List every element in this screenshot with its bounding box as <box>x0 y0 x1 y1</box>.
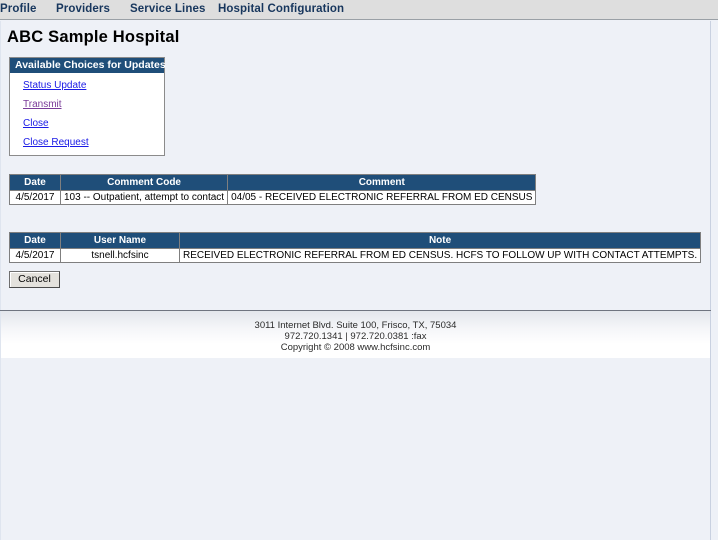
choice-link-transmit[interactable]: Transmit <box>23 99 62 110</box>
note-table: Date User Name Note 4/5/2017 tsnell.hcfs… <box>9 232 702 263</box>
page-background-below-footer <box>1 358 710 539</box>
choice-link-close[interactable]: Close <box>23 118 49 129</box>
available-choices-list: Status Update Transmit Close Close Reque… <box>10 73 164 148</box>
table-row[interactable]: 4/5/2017 103 -- Outpatient, attempt to c… <box>9 190 537 205</box>
comment-table-head: Date Comment Code Comment <box>9 174 537 191</box>
note-table-header-row: Date User Name Note <box>9 232 702 249</box>
footer-copyright: Copyright © 2008 www.hcfsinc.com <box>280 342 431 353</box>
choice-link-status-update[interactable]: Status Update <box>23 80 87 91</box>
comment-table: Date Comment Code Comment 4/5/2017 103 -… <box>9 174 537 205</box>
nav-item-service-lines[interactable]: Service Lines <box>130 3 206 15</box>
comment-table-header-code: Comment Code <box>59 174 229 191</box>
note-table-header-date: Date <box>9 232 61 249</box>
table-row[interactable]: 4/5/2017 tsnell.hcfsinc RECEIVED ELECTRO… <box>9 248 702 263</box>
comment-table-header-date: Date <box>9 174 61 191</box>
comment-table-body: 4/5/2017 103 -- Outpatient, attempt to c… <box>9 190 537 205</box>
main-navigation-items: Profile Providers Service Lines Hospital… <box>0 0 718 19</box>
main-navigation-bar: Profile Providers Service Lines Hospital… <box>0 0 718 20</box>
available-choices-header: Available Choices for Updates <box>10 58 166 73</box>
comment-table-header-comment: Comment <box>227 174 537 191</box>
note-cell-note: RECEIVED ELECTRONIC REFERRAL FROM ED CEN… <box>178 248 702 263</box>
content-right-rule <box>710 21 711 540</box>
nav-item-profile[interactable]: Profile <box>0 3 37 15</box>
note-table-header-note: Note <box>178 232 702 249</box>
page-title: ABC Sample Hospital <box>7 28 180 46</box>
comment-cell-comment: 04/05 - RECEIVED ELECTRONIC REFERRAL FRO… <box>227 190 537 205</box>
content-left-rule <box>0 21 1 540</box>
footer-phone: 972.720.1341 | 972.720.0381 :fax <box>284 331 427 342</box>
note-table-head: Date User Name Note <box>9 232 702 249</box>
note-table-body: 4/5/2017 tsnell.hcfsinc RECEIVED ELECTRO… <box>9 248 702 263</box>
note-cell-date: 4/5/2017 <box>9 248 61 263</box>
cancel-button[interactable]: Cancel <box>9 271 60 288</box>
available-choices-panel: Available Choices for Updates Status Upd… <box>9 57 166 156</box>
page-footer: 3011 Internet Blvd. Suite 100, Frisco, T… <box>1 311 710 358</box>
comment-table-header-row: Date Comment Code Comment <box>9 174 537 191</box>
footer-address: 3011 Internet Blvd. Suite 100, Frisco, T… <box>254 320 457 331</box>
nav-item-providers[interactable]: Providers <box>56 3 110 15</box>
choice-link-close-request[interactable]: Close Request <box>23 137 89 148</box>
nav-item-hospital-configuration[interactable]: Hospital Configuration <box>218 3 345 15</box>
note-cell-user: tsnell.hcfsinc <box>60 248 180 263</box>
comment-cell-code: 103 -- Outpatient, attempt to contact <box>59 190 229 205</box>
note-table-header-user-name: User Name <box>60 232 180 249</box>
footer-divider <box>0 310 711 311</box>
comment-cell-date: 4/5/2017 <box>9 190 61 205</box>
